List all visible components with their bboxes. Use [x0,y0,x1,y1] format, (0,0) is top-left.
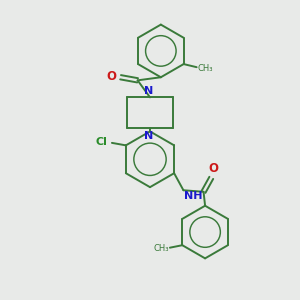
Text: Cl: Cl [95,137,107,147]
Text: N: N [144,85,153,95]
Text: CH₃: CH₃ [153,244,169,253]
Text: O: O [107,70,117,83]
Text: NH: NH [184,191,202,201]
Text: CH₃: CH₃ [198,64,213,73]
Text: O: O [209,162,219,176]
Text: N: N [144,131,153,141]
